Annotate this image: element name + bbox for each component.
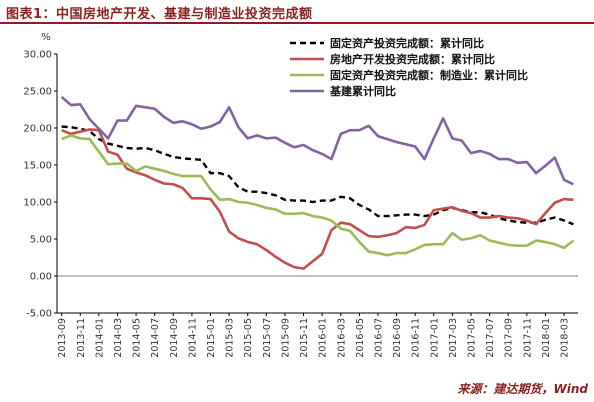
- x-tick-label: 2015-03: [225, 318, 236, 358]
- title-underline: [0, 22, 594, 24]
- x-tick-label: 2016-09: [392, 318, 403, 358]
- x-tick-label: 2014-11: [187, 318, 198, 358]
- series-lines: [60, 95, 575, 270]
- legend-label-2: 房地产开发投资完成额：累计同比: [330, 52, 495, 66]
- legend-label-1: 固定资产投资完成额：累计同比: [330, 36, 484, 50]
- x-tick-label: 2016-11: [411, 318, 422, 358]
- x-tick-labels: 2013-09 2013-11 2014-01 2014-03 2014-05 2014-…: [57, 313, 571, 358]
- legend: 固定资产投资完成额：累计同比房地产开发投资完成额：累计同比固定资产投资完成额：制…: [290, 36, 528, 98]
- x-tick-label: 2017-09: [504, 318, 515, 358]
- x-tick-label: 2017-11: [522, 318, 533, 358]
- x-tick-label: 2015-11: [299, 318, 310, 358]
- legend-label-4: 基建累计同比: [329, 84, 396, 98]
- x-tick-label: 2015-07: [262, 318, 273, 358]
- y-tick-label: 5.00: [30, 235, 52, 246]
- source-note: 来源：建达期货，Wind: [457, 382, 588, 396]
- x-tick-label: 2015-05: [243, 318, 254, 358]
- x-tick-label: 2018-01: [541, 318, 552, 358]
- x-tick-label: 2017-03: [448, 318, 459, 358]
- x-tick-label: 2014-05: [132, 318, 143, 358]
- legend-label-3: 固定资产投资完成额：制造业：累计同比: [330, 68, 528, 82]
- x-tick-label: 2017-01: [429, 318, 440, 358]
- x-tick-label: 2014-03: [113, 318, 124, 358]
- x-tick-label: 2015-01: [206, 318, 217, 358]
- y-tick-label: 25.00: [23, 87, 52, 98]
- x-tick-label: 2016-03: [336, 318, 347, 358]
- x-tick-label: 2015-09: [280, 318, 291, 358]
- y-unit-label: %: [41, 32, 51, 43]
- x-tick-label: 2014-07: [150, 318, 161, 358]
- x-tick-label: 2014-09: [169, 318, 180, 358]
- series-line-3: [61, 134, 575, 257]
- chart-title: 图表1：中国房地产开发、基建与制造业投资完成额: [6, 7, 313, 22]
- series-line-4: [60, 95, 574, 186]
- y-tick-label: 0.00: [30, 272, 52, 283]
- y-tick-label: 30.00: [23, 50, 52, 61]
- x-tick-label: 2013-09: [57, 318, 68, 358]
- y-tick-label: 15.00: [23, 161, 52, 172]
- x-tick-label: 2016-01: [318, 318, 329, 358]
- x-tick-label: 2016-07: [373, 318, 384, 358]
- series-line-2: [61, 128, 574, 270]
- y-tick-label: 10.00: [23, 198, 52, 209]
- series-line-1: [61, 125, 574, 226]
- x-tick-label: 2018-03: [560, 318, 571, 358]
- y-tick-labels: 30.00 25.00 20.00 15.00 10.00 5.00 0.00 -5.00: [23, 50, 57, 320]
- x-tick-label: 2014-01: [94, 318, 105, 358]
- y-tick-label: -5.00: [26, 309, 52, 320]
- x-tick-label: 2017-07: [485, 318, 496, 358]
- y-tick-label: 20.00: [23, 124, 52, 135]
- x-tick-label: 2017-05: [467, 318, 478, 358]
- x-tick-label: 2013-11: [76, 318, 87, 358]
- x-tick-label: 2016-05: [355, 318, 366, 358]
